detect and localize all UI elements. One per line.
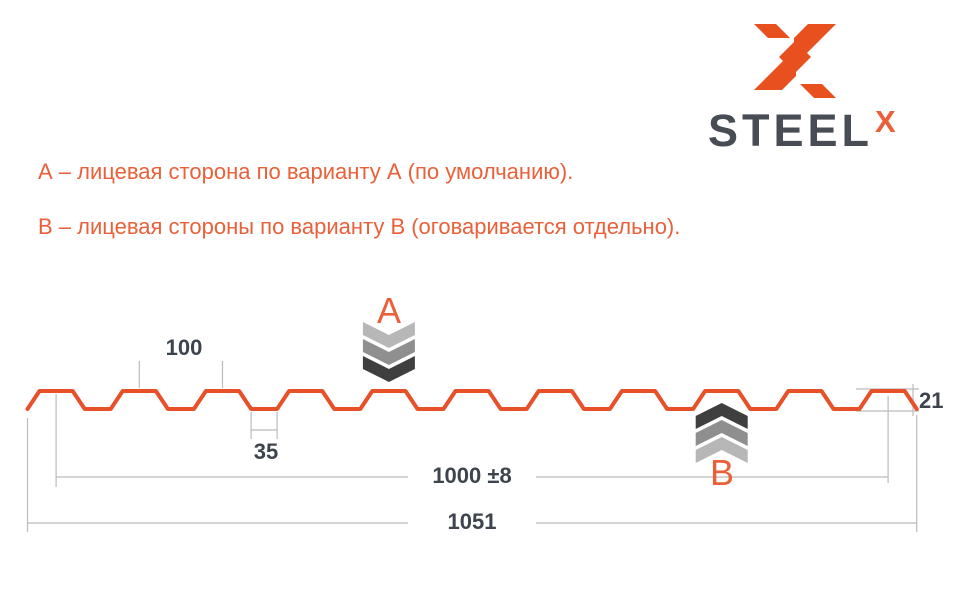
dim-label-rib-bottom: 35 <box>238 439 294 465</box>
brand-x-superscript: X <box>875 104 896 139</box>
brand-wordmark: STEELX <box>708 104 896 154</box>
marker-a-label: A <box>376 290 401 331</box>
note-variant-a: А – лицевая сторона по варианту А (по ум… <box>38 159 574 184</box>
brand-x-icon <box>754 24 836 98</box>
dim-label-overall-width: 1051 <box>408 509 536 535</box>
dim-label-rib-pitch: 100 <box>137 335 231 361</box>
note-variant-b: В – лицевая стороны по варианту В (огова… <box>38 214 681 239</box>
dim-label-profile-height: 21 <box>919 388 944 414</box>
dim-label-working-width: 1000 ±8 <box>408 463 536 489</box>
brand-name: STEEL <box>708 105 874 156</box>
marker-b-label: B <box>709 452 734 493</box>
